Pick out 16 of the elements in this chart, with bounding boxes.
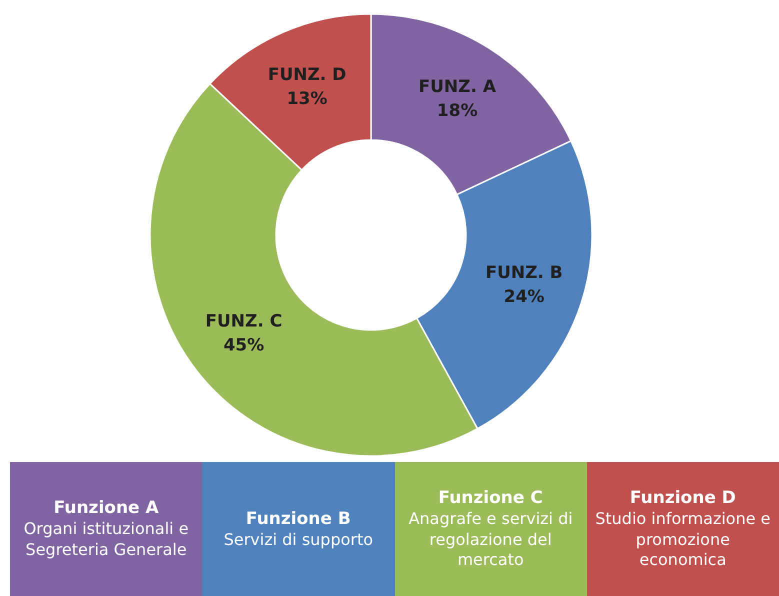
text: Funzione C <box>438 486 543 509</box>
data-label: 18% <box>436 101 478 122</box>
text: Anagrafe e servizi di regolazione del mercato <box>408 508 574 572</box>
slice-label: FUNZ. C <box>205 312 282 332</box>
text: Funzione A <box>54 497 159 520</box>
slice-label: FUNZ. A <box>418 77 497 98</box>
slice-label: FUNZ. D <box>268 65 346 86</box>
text: Funzione B <box>246 508 351 530</box>
text: Organi istituzionali e Segreteria Generale <box>22 519 190 561</box>
text: Studio informazione e promozione economica <box>594 508 772 572</box>
slice-label: FUNZ. B <box>485 262 563 283</box>
data-label: 45% <box>223 336 264 356</box>
data-label: 24% <box>504 286 544 307</box>
text: Funzione D <box>630 486 736 509</box>
data-label: 13% <box>286 89 328 110</box>
text: Servizi di supporto <box>224 530 374 550</box>
